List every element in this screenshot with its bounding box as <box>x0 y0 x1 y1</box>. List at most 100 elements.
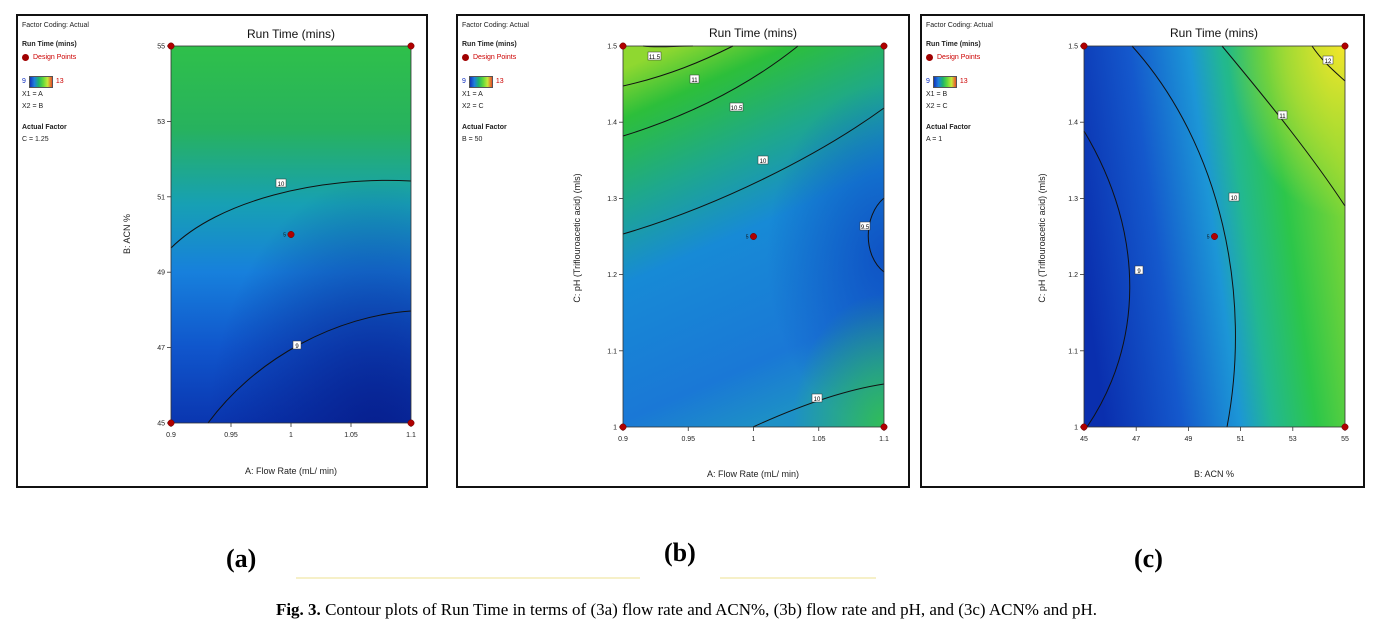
design-point <box>750 233 757 240</box>
design-points-label: Design Points <box>937 53 981 61</box>
design-points-key: Design Points <box>462 54 572 63</box>
actual-factor-value: A = 1 <box>926 135 943 143</box>
design-points-c: 5 <box>1080 42 1349 431</box>
y-tick-label: 1 <box>613 425 617 432</box>
axis-ticks-b: 0.9 0.95 1 1.05 1.1 1 1.1 1.2 1.3 1.4 1.5 <box>607 44 889 444</box>
chart-title-c: Run Time (mins) <box>1170 26 1258 40</box>
contour-label-11-5-b: 11.5 <box>647 51 662 61</box>
contour-label-text: 11.5 <box>649 55 661 61</box>
caption-b: (b) <box>664 538 696 567</box>
contour-label-text: 10 <box>278 182 285 188</box>
contour-label-10-b: 10 <box>757 155 769 165</box>
side-legend-c: Factor Coding: Actual Run Time (mins) De… <box>926 22 1036 144</box>
center-point-count: 5 <box>283 233 286 239</box>
legend-max: 13 <box>55 77 64 85</box>
contour-10-b <box>622 107 885 235</box>
y-tick-label: 1.2 <box>1068 272 1078 279</box>
x-tick-label: 49 <box>1185 436 1193 443</box>
center-point-count: 5 <box>1207 235 1210 241</box>
x2-assign: X2 = B <box>22 103 44 110</box>
design-point-icon <box>22 54 29 62</box>
legend-gradient <box>28 76 53 89</box>
design-point <box>880 42 888 50</box>
factor-coding: Factor Coding: Actual <box>926 22 993 29</box>
y-tick-label: 1.1 <box>1068 348 1078 355</box>
contour-label-10b-b: 10 <box>811 393 823 403</box>
response-name: Run Time (mins) <box>22 40 77 48</box>
x1-assign: X1 = A <box>462 91 483 99</box>
contour-label-text: 11 <box>1279 114 1286 120</box>
legend-gradient <box>468 76 493 89</box>
actual-factor-value: B = 50 <box>462 135 483 143</box>
x1-assign: X1 = B <box>926 91 948 99</box>
plot-frame-c <box>1083 45 1346 428</box>
y-tick-label: 49 <box>157 270 165 277</box>
contour-label-9-5-b: 9.5 <box>859 221 871 231</box>
x-tick-label: 51 <box>1237 436 1245 443</box>
response-name: Run Time (mins) <box>462 40 517 48</box>
x-tick-label: 47 <box>1132 436 1140 443</box>
contour-10-a <box>170 179 412 249</box>
y-tick-label: 53 <box>157 119 165 126</box>
x-tick-label: 1.1 <box>879 436 889 443</box>
panel-a: Factor Coding: Actual Run Time (mins) De… <box>16 14 428 488</box>
x1-assign: X1 = A <box>22 91 43 99</box>
x-tick-label: 0.95 <box>224 432 238 439</box>
caption-a: (a) <box>226 544 257 573</box>
figure-caption-text: Contour plots of Run Time in terms of (3… <box>325 600 1098 619</box>
y-tick-label: 1 <box>1074 425 1078 432</box>
x-tick-label: 1.05 <box>344 432 358 439</box>
design-point <box>1211 233 1218 240</box>
contour-label-10-a: 10 <box>275 178 287 188</box>
x-axis-label-c: B: ACN % <box>1194 469 1234 479</box>
contour-label-9-a: 9 <box>292 340 302 350</box>
x-tick-label: 55 <box>1341 436 1349 443</box>
x-tick-label: 45 <box>1080 436 1088 443</box>
contour-plot-c: 9 10 11 12 Run Time (mins) B: ACN % C: p… <box>1037 26 1349 479</box>
axis-ticks-c: 45 47 49 51 53 55 1 1.1 1.2 1.3 1.4 1.5 <box>1068 44 1349 444</box>
decorative-rule-right <box>720 577 876 579</box>
design-point <box>880 423 888 431</box>
x-tick-label: 0.9 <box>166 432 176 439</box>
design-point <box>619 42 627 50</box>
side-legend-b: Factor Coding: Actual Run Time (mins) De… <box>462 22 572 144</box>
y-tick-label: 51 <box>157 194 165 201</box>
design-points-label: Design Points <box>473 53 517 61</box>
contour-label-10-c: 10 <box>1228 192 1240 202</box>
y-axis-label-a: B: ACN % <box>122 214 132 254</box>
axis-ticks-a: 0.9 0.95 1 1.05 1.1 45 47 49 51 53 55 <box>157 44 416 440</box>
legend-min: 9 <box>926 77 930 85</box>
x2-assign: X2 = C <box>462 103 484 110</box>
x-axis-label-a: A: Flow Rate (mL/ min) <box>245 466 337 476</box>
design-point <box>1341 42 1349 50</box>
design-point <box>287 231 295 238</box>
legend-max: 13 <box>959 77 968 85</box>
response-name: Run Time (mins) <box>926 40 981 48</box>
design-point <box>407 419 415 427</box>
design-point <box>167 42 175 50</box>
y-tick-label: 1.3 <box>1068 196 1078 203</box>
contour-10-5-b <box>622 45 799 137</box>
legend-min: 9 <box>22 77 26 85</box>
y-tick-label: 1.1 <box>607 348 617 355</box>
design-points-label: Design Points <box>33 53 77 61</box>
contour-9-c <box>1083 130 1131 428</box>
y-axis-label-b: C: pH (Triflouroacetic acid) (mls) <box>572 173 582 302</box>
design-points-key: Design Points <box>22 54 132 63</box>
actual-factor-title: Actual Factor <box>462 123 507 131</box>
x-tick-label: 1.1 <box>406 432 416 439</box>
design-point <box>1341 423 1349 431</box>
center-point-count: 5 <box>746 235 749 241</box>
design-point-icon <box>926 54 933 62</box>
contour-label-11-b: 11 <box>689 74 700 84</box>
actual-factor-title: Actual Factor <box>926 123 971 131</box>
chart-title-a: Run Time (mins) <box>247 27 335 41</box>
contour-label-11-c: 11 <box>1277 110 1288 120</box>
contour-label-10-5-b: 10.5 <box>729 102 744 112</box>
x-tick-label: 53 <box>1289 436 1297 443</box>
y-tick-label: 1.4 <box>607 120 617 127</box>
contour-10-c <box>1131 45 1236 428</box>
design-point-icon <box>462 54 469 62</box>
y-tick-label: 1.5 <box>607 44 617 51</box>
y-tick-label: 55 <box>157 44 165 51</box>
